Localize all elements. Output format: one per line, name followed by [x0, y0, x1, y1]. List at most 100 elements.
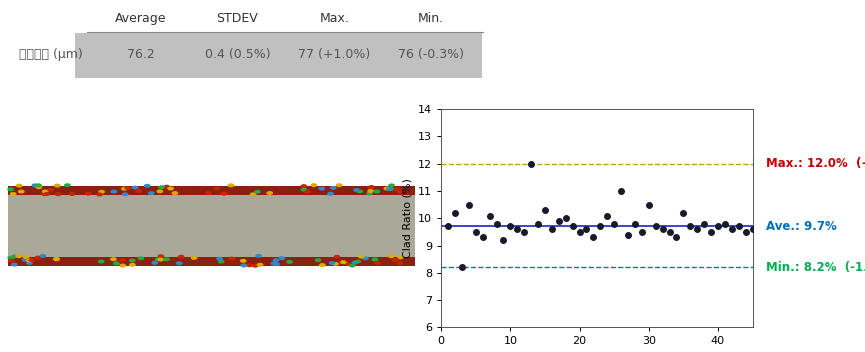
Text: Max.: 12.0%  (+2.3%): Max.: 12.0% (+2.3%) — [766, 157, 865, 170]
Circle shape — [271, 262, 277, 265]
Circle shape — [26, 261, 33, 265]
Point — [586, 234, 600, 240]
Circle shape — [343, 262, 350, 266]
Text: 100 um: 100 um — [310, 317, 352, 327]
Circle shape — [374, 189, 381, 194]
Text: STDEV: STDEV — [216, 12, 259, 25]
Circle shape — [8, 259, 15, 263]
Point — [455, 265, 469, 270]
Circle shape — [42, 192, 48, 196]
Point — [621, 232, 635, 237]
Circle shape — [151, 261, 158, 265]
Circle shape — [138, 256, 144, 260]
Circle shape — [252, 264, 259, 268]
Circle shape — [163, 257, 170, 261]
Circle shape — [16, 184, 22, 188]
Text: 77 (+1.0%): 77 (+1.0%) — [298, 48, 370, 61]
Circle shape — [155, 257, 162, 262]
Circle shape — [216, 257, 223, 261]
Point — [732, 224, 746, 229]
Point — [697, 221, 711, 227]
Circle shape — [266, 191, 273, 195]
Circle shape — [247, 263, 253, 267]
Circle shape — [300, 184, 307, 188]
Circle shape — [144, 184, 151, 188]
Circle shape — [157, 254, 164, 258]
Circle shape — [43, 192, 50, 196]
Circle shape — [26, 258, 33, 263]
Point — [628, 221, 642, 227]
Circle shape — [42, 189, 48, 194]
Circle shape — [64, 183, 71, 187]
Circle shape — [330, 186, 336, 190]
Circle shape — [113, 261, 119, 265]
Point — [476, 234, 490, 240]
Circle shape — [10, 192, 16, 196]
Circle shape — [250, 192, 256, 196]
Circle shape — [148, 191, 155, 195]
Circle shape — [176, 261, 183, 265]
Circle shape — [304, 190, 311, 194]
Circle shape — [35, 256, 42, 259]
Circle shape — [397, 255, 404, 259]
Circle shape — [355, 259, 362, 264]
Point — [676, 210, 690, 216]
Point — [600, 213, 614, 218]
Point — [503, 224, 517, 229]
Circle shape — [22, 255, 29, 259]
Point — [490, 221, 503, 227]
Point — [614, 188, 628, 194]
Point — [690, 226, 704, 232]
Circle shape — [96, 193, 103, 196]
Circle shape — [131, 186, 138, 190]
Point — [704, 229, 718, 235]
Circle shape — [121, 187, 128, 191]
Y-axis label: Clad Ratio (%): Clad Ratio (%) — [402, 178, 413, 258]
Circle shape — [40, 254, 47, 258]
Circle shape — [119, 264, 126, 268]
Point — [448, 210, 462, 216]
Circle shape — [388, 187, 394, 191]
Circle shape — [129, 258, 136, 263]
Circle shape — [31, 183, 38, 187]
Circle shape — [35, 185, 42, 189]
Circle shape — [240, 263, 247, 268]
Point — [580, 226, 593, 232]
Point — [593, 224, 607, 229]
Point — [469, 229, 483, 235]
Circle shape — [356, 189, 363, 193]
Circle shape — [68, 192, 75, 196]
Circle shape — [167, 187, 174, 190]
Text: Max.: Max. — [319, 12, 349, 25]
Circle shape — [125, 186, 131, 190]
Point — [517, 229, 531, 235]
Circle shape — [228, 257, 235, 260]
Circle shape — [163, 185, 170, 189]
Point — [642, 202, 656, 207]
Point — [545, 226, 559, 232]
Text: Ave.: 9.7%: Ave.: 9.7% — [766, 220, 836, 233]
Circle shape — [362, 256, 368, 260]
Circle shape — [85, 191, 92, 196]
Circle shape — [158, 185, 165, 189]
Circle shape — [368, 189, 374, 193]
Point — [725, 226, 739, 232]
Point — [683, 224, 697, 229]
Point — [559, 215, 573, 221]
Circle shape — [47, 188, 54, 192]
Circle shape — [397, 261, 403, 265]
Circle shape — [311, 183, 317, 187]
Circle shape — [110, 257, 117, 261]
Circle shape — [218, 259, 225, 264]
Circle shape — [386, 187, 393, 191]
Point — [524, 161, 538, 166]
Circle shape — [273, 262, 280, 266]
Circle shape — [255, 254, 262, 258]
Text: As-rolled (H14), 0.08t: As-rolled (H14), 0.08t — [13, 112, 183, 126]
Circle shape — [122, 192, 129, 196]
Point — [531, 221, 545, 227]
Circle shape — [221, 192, 227, 196]
Circle shape — [336, 183, 343, 187]
Circle shape — [157, 189, 163, 193]
Circle shape — [53, 257, 60, 261]
